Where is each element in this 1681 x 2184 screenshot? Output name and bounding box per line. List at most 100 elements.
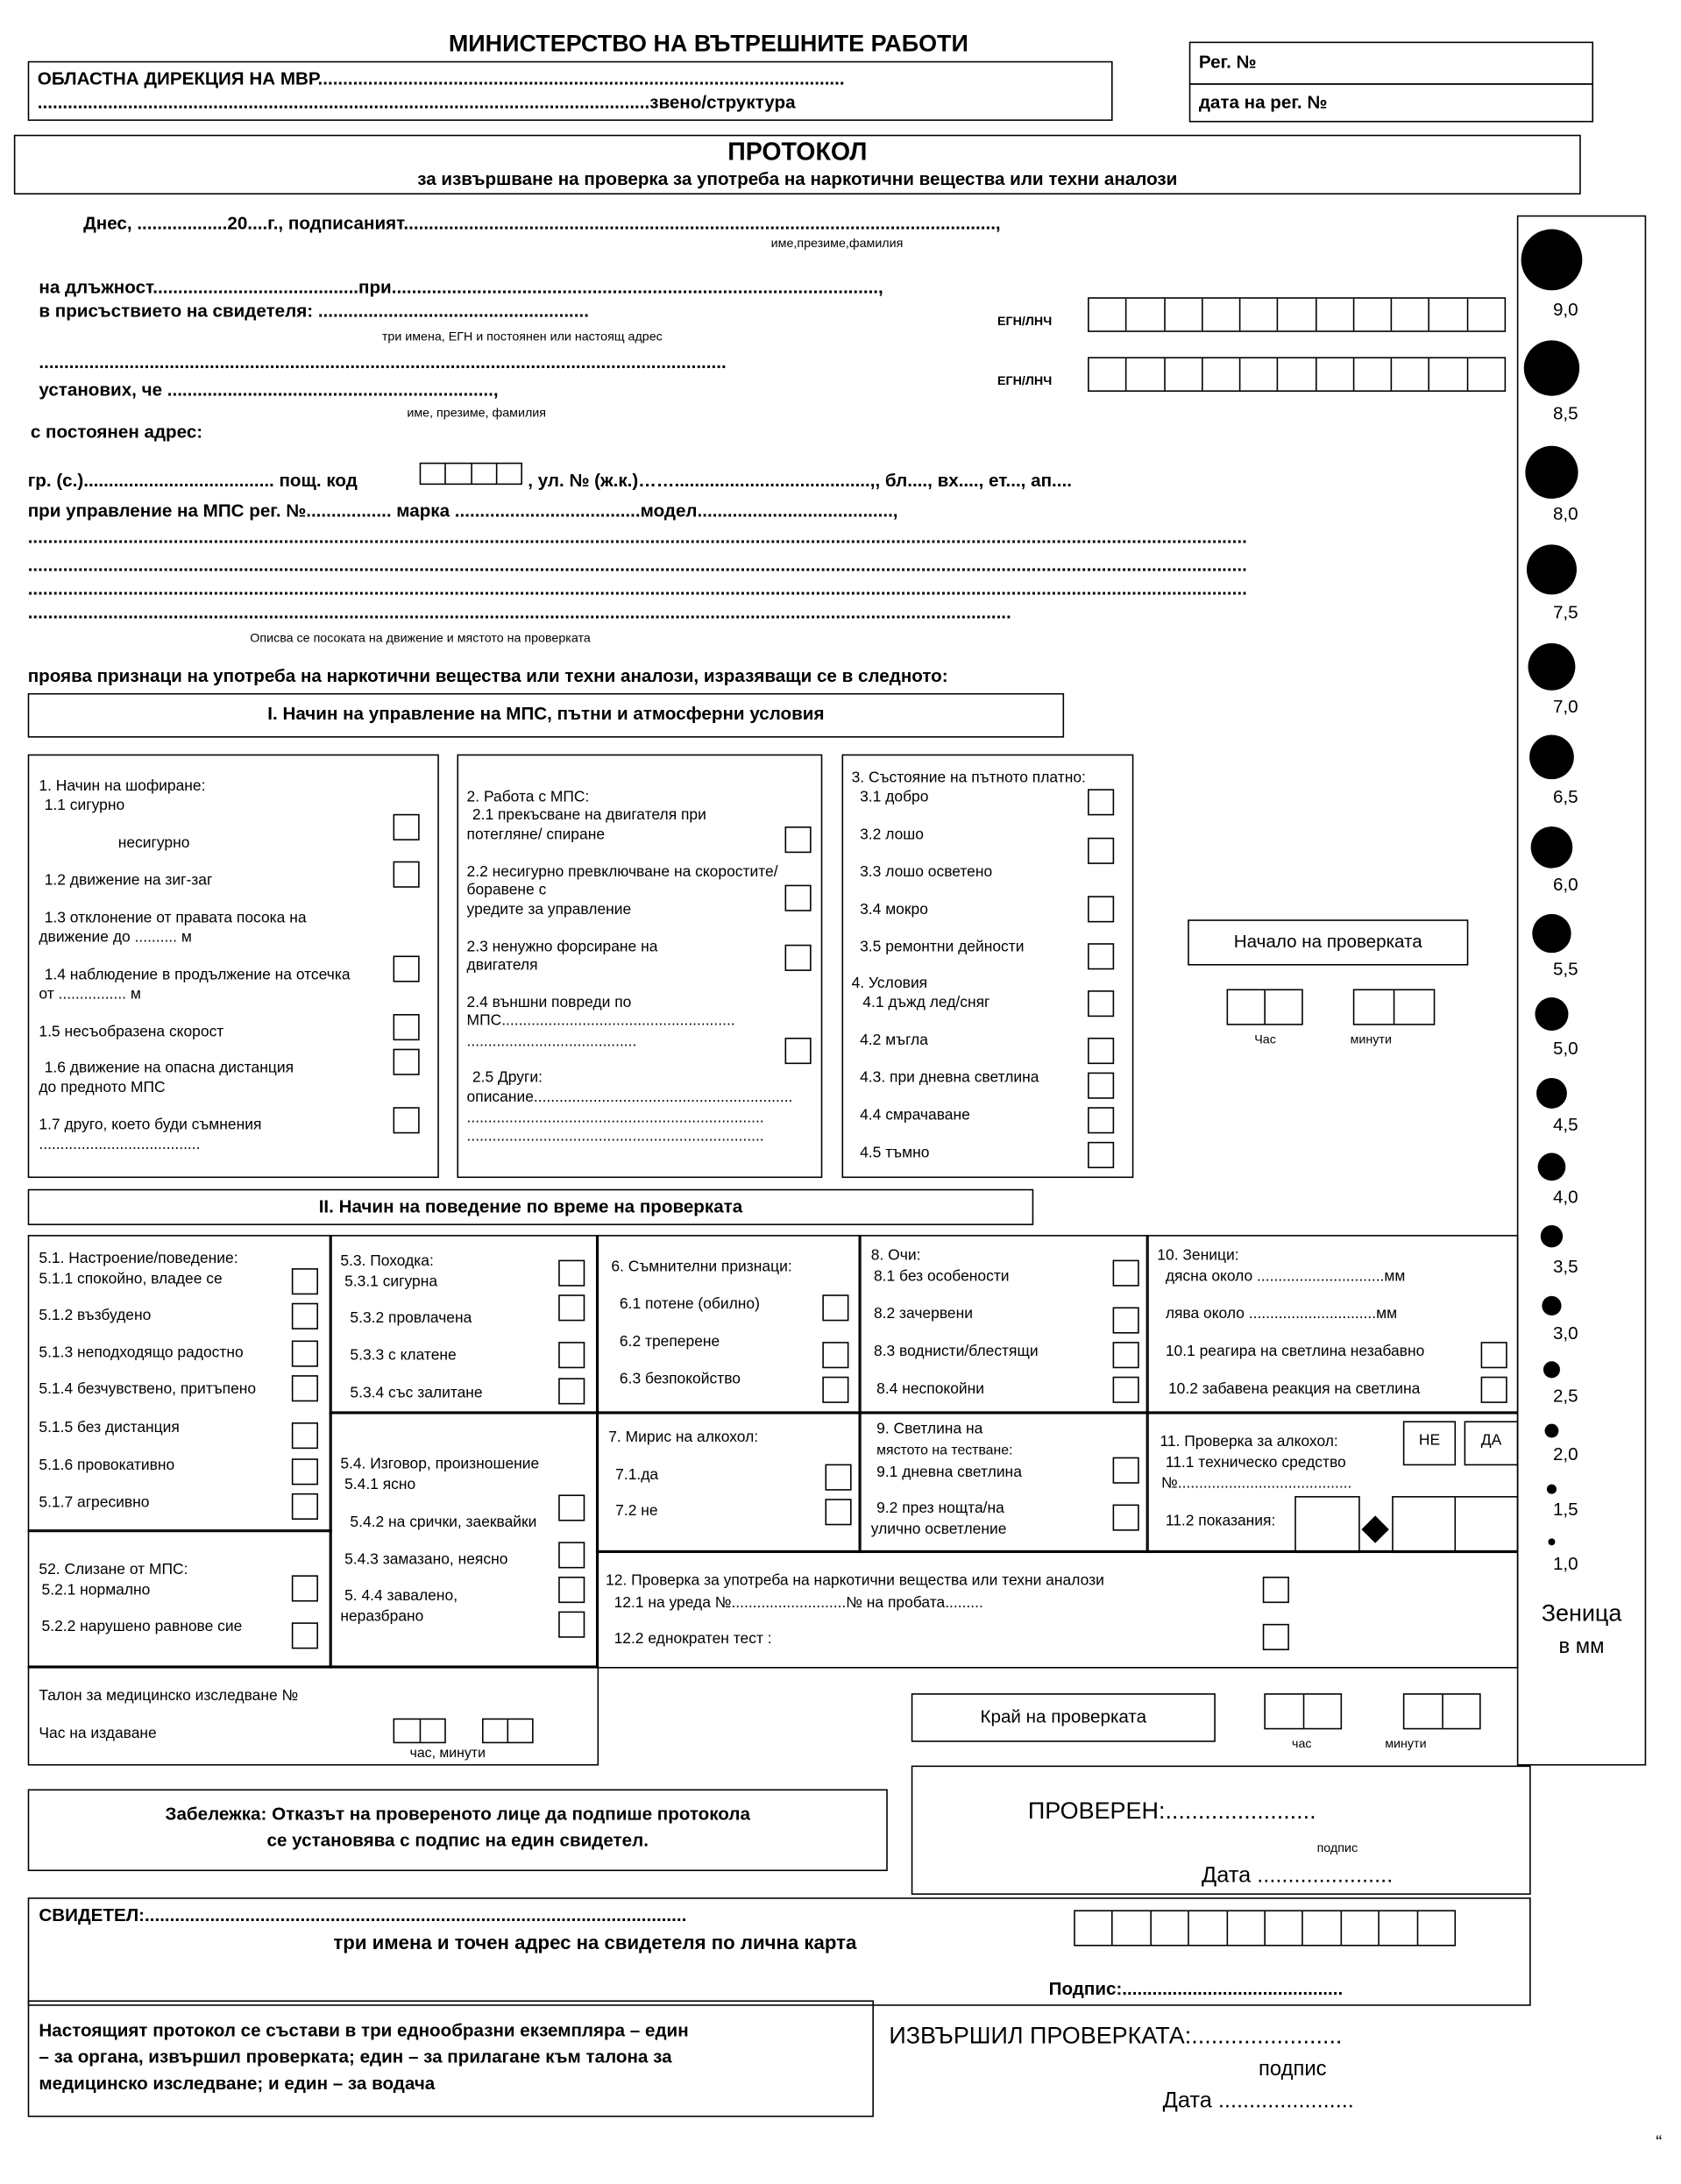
item-label[interactable]: ........................................ [466,1033,637,1051]
witness-sign[interactable]: Подпис:.................................… [1048,1978,1344,1999]
checkbox-5-3-3[interactable] [558,1342,585,1369]
device-no-field[interactable]: №.......................................… [1161,1475,1352,1493]
item-label[interactable]: ........................................… [466,1128,764,1145]
performed-signature[interactable]: ИЗВЪРШИЛ ПРОВЕРКАТА:....................… [889,2022,1343,2049]
checkbox-3-2[interactable] [1088,837,1115,864]
checkbox-5-1-1[interactable] [291,1268,318,1295]
checkbox-6-1[interactable] [822,1294,849,1322]
checkbox-3-4[interactable] [1088,896,1115,923]
checkbox-10-2[interactable] [1480,1376,1507,1403]
item-label[interactable]: описание................................… [466,1088,793,1106]
checkbox-5-3-1[interactable] [558,1259,585,1287]
city-field[interactable]: гр. (с.)................................… [27,469,358,491]
checkbox-5-2-1[interactable] [291,1575,318,1602]
checkbox-5-2-2[interactable] [291,1622,318,1649]
established-line[interactable]: установих, че ..........................… [39,379,499,401]
checkbox-2-4[interactable] [784,1037,812,1065]
checkbox-5-1-7[interactable] [291,1493,318,1520]
description-line-1[interactable]: ........................................… [27,528,1247,546]
checkbox-9-2[interactable] [1112,1504,1139,1531]
description-line-3[interactable]: ........................................… [27,578,1247,598]
checkbox-1-7[interactable] [393,1107,420,1134]
street-field[interactable]: , ул. № (ж.к.)……........................… [528,469,1072,491]
start-hour-boxes[interactable] [1226,989,1303,1025]
checkbox-5-1-2[interactable] [291,1302,318,1330]
no-box[interactable] [1402,1421,1457,1466]
witness-field[interactable]: СВИДЕТЕЛ:...............................… [39,1904,687,1925]
checkbox-4-2[interactable] [1088,1037,1115,1065]
checkbox-6-2[interactable] [822,1342,849,1369]
talon-minute-boxes[interactable] [481,1718,534,1744]
performed-date[interactable]: Дата ...................... [1162,2088,1354,2113]
description-line-4[interactable]: ........................................… [27,602,1011,621]
reading-box-1[interactable] [1294,1496,1360,1554]
talon-title[interactable]: Талон за медицинско изследване № [39,1687,299,1705]
checkbox-7-2[interactable] [825,1499,852,1526]
checkbox-5-3-2[interactable] [558,1294,585,1322]
checkbox-2-2[interactable] [784,884,812,911]
checkbox-2-1[interactable] [784,826,812,854]
left-pupil-field[interactable]: лява около .............................… [1165,1305,1398,1322]
checkbox-5-4-1[interactable] [558,1494,585,1521]
yes-box[interactable] [1464,1421,1519,1466]
item-label[interactable]: МПС.....................................… [466,1012,735,1030]
dots-line[interactable]: ........................................… [39,351,727,372]
date-signer-line[interactable]: Днес, ..................20....г., подпис… [83,212,1001,234]
pupil-size-label: 8,5 [1552,402,1578,424]
checkbox-4-5[interactable] [1088,1141,1115,1168]
checkbox-8-1[interactable] [1112,1259,1139,1287]
checkbox-7-1[interactable] [825,1464,852,1491]
checkbox-9-1[interactable] [1112,1457,1139,1484]
item-label[interactable]: ........................................… [466,1110,764,1127]
unit-field[interactable]: ........................................… [37,91,796,113]
item-label: 5.1.5 без дистанция [39,1419,180,1436]
egn-boxes-2[interactable] [1088,357,1507,392]
checkbox-3-1[interactable] [1088,789,1115,816]
checkbox-5-1-3[interactable] [291,1340,318,1367]
checkbox-5-4-2[interactable] [558,1542,585,1569]
reg-date-box[interactable] [1188,83,1593,123]
checkbox-2-3[interactable] [784,944,812,971]
position-line[interactable]: на длъжност.............................… [39,276,883,298]
egn-boxes-1[interactable] [1088,297,1507,332]
checkbox-10-1[interactable] [1480,1342,1507,1369]
checkbox-8-3[interactable] [1112,1342,1139,1369]
device-sample-field[interactable]: 12.1 на уреда №.........................… [614,1594,983,1612]
postcode-boxes[interactable] [419,462,522,486]
checkbox-4-3[interactable] [1088,1072,1115,1099]
witness-id-boxes[interactable] [1074,1910,1457,1946]
checkbox-5-4-3[interactable] [558,1576,585,1604]
end-minute-boxes[interactable] [1402,1693,1481,1730]
checkbox-1-4[interactable] [393,955,420,982]
checkbox-3-5[interactable] [1088,943,1115,970]
vehicle-line[interactable]: при управление на МПС рег. №............… [27,500,898,521]
checkbox-1-1-unsafe[interactable] [393,861,420,888]
description-line-2[interactable]: ........................................… [27,556,1247,574]
checkbox-5-3-4[interactable] [558,1378,585,1405]
checkbox-4-4[interactable] [1088,1107,1115,1134]
checkbox-12-2[interactable] [1262,1623,1289,1650]
checkbox-5-1-5[interactable] [291,1422,318,1450]
checkbox-8-4[interactable] [1112,1376,1139,1403]
checkbox-12-1[interactable] [1262,1576,1289,1604]
item-label: 2.2 несигурно превключване на скоростите… [466,863,778,881]
reading-box-2[interactable] [1392,1496,1519,1554]
checkbox-1-1-safe[interactable] [393,813,420,840]
checkbox-8-2[interactable] [1112,1307,1139,1334]
checkbox-4-1[interactable] [1088,990,1115,1018]
start-minute-boxes[interactable] [1352,989,1436,1025]
checkbox-5-1-4[interactable] [291,1375,318,1402]
end-hour-boxes[interactable] [1264,1693,1343,1730]
directorate-field[interactable]: ОБЛАСТНА ДИРЕКЦИЯ НА МВР................… [37,67,845,89]
checkbox-6-3[interactable] [822,1376,849,1403]
checkbox-5-1-6[interactable] [291,1458,318,1486]
right-pupil-field[interactable]: дясна около ............................… [1165,1268,1406,1286]
checkbox-1-5[interactable] [393,1014,420,1041]
item-label: 5.1.7 агресивно [39,1494,150,1512]
checkbox-5-4-4[interactable] [558,1611,585,1638]
checked-signature[interactable]: ПРОВЕРЕН:....................... [1027,1797,1316,1825]
checked-date[interactable]: Дата ...................... [1202,1864,1394,1889]
checkbox-1-6[interactable] [393,1048,420,1075]
talon-hour-boxes[interactable] [393,1718,446,1744]
witness-line[interactable]: в присъствието на свидетеля: ...........… [39,300,589,322]
